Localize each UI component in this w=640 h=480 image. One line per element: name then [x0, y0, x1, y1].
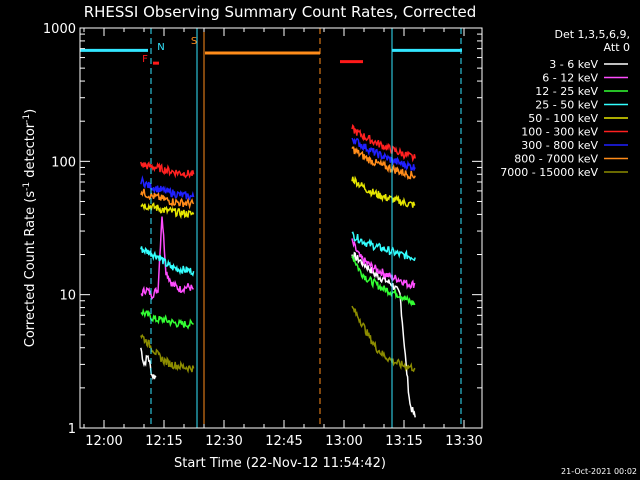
night-marker-label: N [157, 42, 164, 53]
series-line [351, 305, 416, 373]
legend-label: 25 - 50 keV [535, 99, 598, 112]
legend-label: 300 - 800 keV [521, 139, 598, 152]
series-line [140, 188, 195, 210]
series-line [351, 231, 416, 262]
legend-label: 100 - 300 keV [521, 126, 598, 139]
x-tick-label: 12:45 [265, 434, 302, 449]
series-line [140, 161, 195, 179]
saa-marker-label: S [191, 36, 197, 47]
x-tick-label: 12:15 [145, 434, 182, 449]
series-line [351, 238, 416, 290]
series-line [351, 175, 416, 208]
y-tick-label: 100 [51, 155, 76, 170]
legend-label: 6 - 12 keV [542, 72, 598, 85]
y-tick-label: 1000 [43, 22, 76, 37]
y-label-mid: detector [23, 122, 38, 182]
plot-frame [79, 27, 483, 429]
x-tick-label: 13:15 [385, 434, 422, 449]
y-label-sup2: -1 [22, 114, 32, 123]
legend-header-1: Det 1,3,5,6,9, [554, 28, 630, 41]
series-line [140, 216, 194, 300]
x-tick-label: 12:30 [205, 434, 242, 449]
chart-title: RHESSI Observing Summary Count Rates, Co… [84, 3, 477, 21]
legend-label: 7000 - 15000 keV [500, 166, 598, 179]
series-line [140, 175, 195, 201]
y-label-end: ) [23, 109, 38, 114]
x-tick-label: 13:30 [445, 434, 482, 449]
flare-marker-label: F [142, 54, 148, 65]
series-line [140, 307, 194, 330]
series-line [140, 202, 195, 220]
legend-header-2: Att 0 [604, 41, 630, 54]
series-line [140, 333, 195, 374]
series-line [351, 123, 416, 163]
y-tick-label: 10 [59, 289, 76, 304]
series-line [140, 347, 157, 381]
overlay-layer: FN S [80, 28, 462, 428]
legend-label: 3 - 6 keV [549, 58, 598, 71]
x-axis-label: Start Time (22-Nov-12 11:54:42) [174, 456, 386, 471]
y-label-sup1: -1 [22, 182, 32, 191]
timestamp: 21-Oct-2021 00:02 [561, 467, 637, 476]
series-line [351, 254, 416, 307]
y-tick-label: 1 [68, 422, 76, 437]
legend-label: 12 - 25 keV [535, 85, 598, 98]
y-label-main: Corrected Count Rate (s [23, 191, 38, 348]
series-line [140, 246, 195, 277]
ticks-layer: 12:00 12:15 12:30 12:45 13:00 13:15 13:30 1 10 10… [43, 22, 483, 449]
series-line [351, 137, 416, 172]
y-axis-label: Corrected Count Rate (s-1 detector-1) [22, 109, 38, 347]
legend-label: 50 - 100 keV [528, 112, 598, 125]
x-tick-label: 13:00 [325, 434, 362, 449]
series-line [351, 146, 416, 181]
legend-label: 800 - 7000 keV [514, 153, 598, 166]
x-tick-label: 12:00 [85, 434, 122, 449]
series-layer [140, 123, 416, 418]
